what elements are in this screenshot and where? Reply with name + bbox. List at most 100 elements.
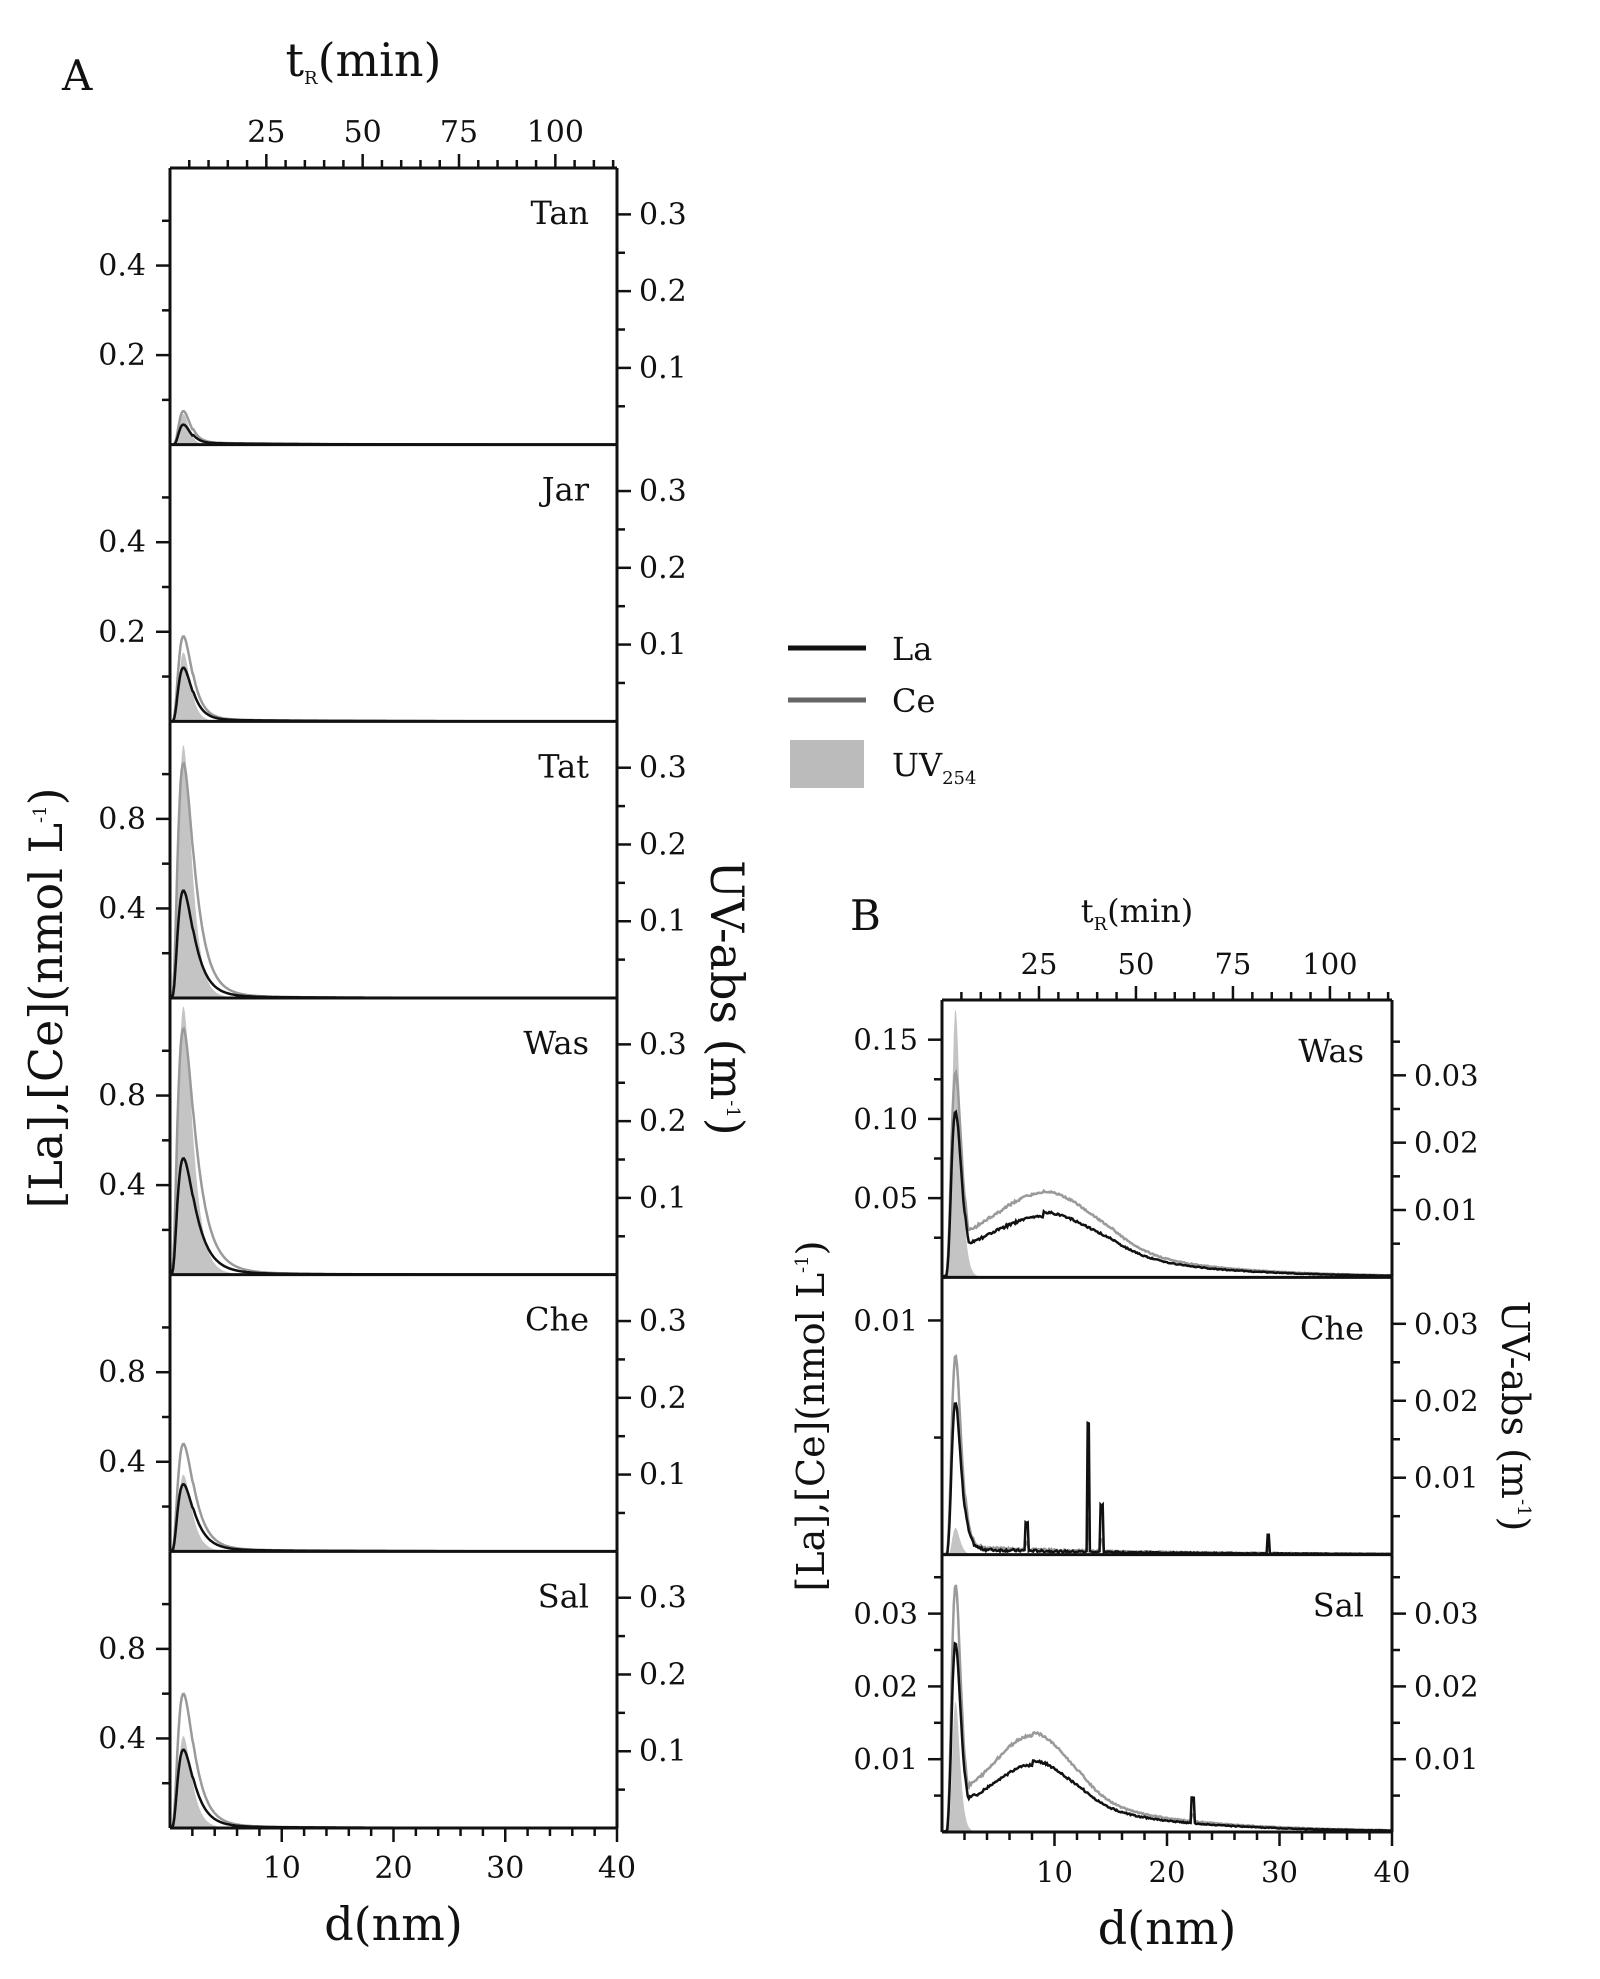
a-right-tick-label: 0.3 bbox=[639, 197, 687, 232]
panel-a: A 25 50 75 100tR(min)0.20.40.10.20.3Tan0.20… bbox=[19, 33, 754, 1951]
a-uv254-area-che bbox=[170, 1474, 617, 1552]
a-right-tick-label: 0.3 bbox=[639, 1304, 687, 1339]
a-left-tick-label: 0.4 bbox=[98, 525, 146, 560]
a-bottom-tick-label: 30 bbox=[486, 1851, 524, 1886]
a-uv254-area-tan bbox=[170, 414, 617, 445]
a-bottom-tick-label: 20 bbox=[374, 1851, 412, 1886]
b-left-tick-label: 0.05 bbox=[853, 1181, 918, 1215]
a-right-tick-label: 0.1 bbox=[639, 628, 687, 663]
b-right-tick-label: 0.02 bbox=[1414, 1126, 1479, 1160]
b-right-tick-label: 0.01 bbox=[1414, 1461, 1479, 1495]
b-ce-line-was bbox=[941, 1068, 1393, 1279]
a-subplot-sal: 0.4 0.8 0.1 0.2 0.3 Sal bbox=[98, 1551, 687, 1830]
b-bottom-tick-label: 30 bbox=[1261, 1855, 1298, 1889]
legend: La Ce UV254 bbox=[788, 630, 976, 789]
a-left-tick-label: 0.8 bbox=[98, 802, 146, 837]
a-left-tick-label: 0.2 bbox=[98, 615, 146, 650]
a-right-tick-label: 0.2 bbox=[639, 1381, 687, 1416]
b-la-line-sal bbox=[942, 1641, 1393, 1834]
b-site-label-was: Was bbox=[1298, 1032, 1364, 1070]
panel-b-letter: B bbox=[850, 891, 881, 940]
a-ce-line-jar bbox=[170, 634, 617, 723]
a-left-tick-label: 0.4 bbox=[98, 891, 146, 926]
legend-item-uv: UV254 bbox=[790, 740, 976, 789]
b-right-tick-label: 0.03 bbox=[1414, 1307, 1479, 1341]
b-left-tick-label: 0.03 bbox=[853, 1597, 918, 1631]
a-left-tick-label: 0.8 bbox=[98, 1632, 146, 1667]
a-left-tick-label: 0.4 bbox=[98, 1721, 146, 1756]
a-la-line-jar bbox=[170, 666, 617, 723]
b-la-line-che bbox=[942, 1402, 1393, 1556]
a-uv254-area-jar bbox=[170, 652, 617, 722]
legend-label: La bbox=[892, 630, 932, 668]
b-left-tick-label: 0.01 bbox=[853, 1303, 918, 1337]
legend-swatch bbox=[790, 740, 864, 788]
b-right-tick-label: 0.01 bbox=[1414, 1193, 1479, 1227]
legend-item-ce: Ce bbox=[788, 682, 935, 720]
b-top-tick-label: 75 bbox=[1214, 947, 1251, 981]
b-right-tick-label: 0.02 bbox=[1414, 1384, 1479, 1418]
b-site-label-sal: Sal bbox=[1313, 1587, 1364, 1625]
b-x-axis-title: d(nm) bbox=[1098, 1901, 1237, 1955]
a-ce-line-tat bbox=[170, 761, 617, 1000]
panel-b: B 25 50 75 100tR(min)0.050.100.150.010.020.… bbox=[789, 891, 1537, 1955]
a-left-tick-label: 0.4 bbox=[98, 1445, 146, 1480]
a-right-tick-label: 0.2 bbox=[639, 274, 687, 309]
a-top-tick-label: 50 bbox=[344, 115, 382, 150]
a-subplot-jar: 0.2 0.4 0.1 0.2 0.3 Jar bbox=[98, 444, 687, 723]
a-bottom-tick-label: 10 bbox=[263, 1851, 301, 1886]
b-site-label-che: Che bbox=[1300, 1309, 1364, 1347]
a-right-axis-title: UV-abs (m-1) bbox=[700, 860, 754, 1135]
b-subplot-sal: 0.01 0.02 0.03 0.01 0.02 0.03 Sal bbox=[853, 1554, 1479, 1834]
a-left-tick-label: 0.8 bbox=[98, 1079, 146, 1114]
b-left-tick-label: 0.10 bbox=[853, 1102, 918, 1136]
a-site-label-che: Che bbox=[525, 1301, 589, 1339]
a-right-tick-label: 0.2 bbox=[639, 1104, 687, 1139]
b-right-tick-label: 0.02 bbox=[1414, 1669, 1479, 1703]
b-left-tick-label: 0.15 bbox=[853, 1023, 918, 1057]
b-left-tick-label: 0.01 bbox=[853, 1742, 918, 1776]
b-left-axis-title: [La],[Ce](nmol L-1) bbox=[789, 1241, 833, 1592]
a-subplot-tan: 0.2 0.4 0.1 0.2 0.3 Tan bbox=[98, 168, 687, 447]
a-left-tick-label: 0.4 bbox=[98, 1168, 146, 1203]
a-right-tick-label: 0.1 bbox=[639, 1458, 687, 1493]
legend-label: UV254 bbox=[892, 746, 976, 789]
a-right-tick-label: 0.3 bbox=[639, 474, 687, 509]
a-la-line-tat bbox=[170, 889, 617, 1000]
a-ce-line-che bbox=[170, 1442, 617, 1553]
a-right-tick-label: 0.2 bbox=[639, 1657, 687, 1692]
a-subplot-tat: 0.4 0.8 0.1 0.2 0.3 Tat bbox=[98, 721, 687, 1000]
b-bottom-tick-label: 10 bbox=[1036, 1855, 1073, 1889]
a-subplot-che: 0.4 0.8 0.1 0.2 0.3 Che bbox=[98, 1274, 687, 1553]
b-top-tick-label: 50 bbox=[1118, 947, 1155, 981]
a-right-tick-label: 0.3 bbox=[639, 1581, 687, 1616]
panel-a-letter: A bbox=[61, 51, 93, 100]
a-right-tick-label: 0.1 bbox=[639, 904, 687, 939]
b-right-tick-label: 0.01 bbox=[1414, 1742, 1479, 1776]
a-site-label-tat: Tat bbox=[538, 747, 589, 785]
b-right-tick-label: 0.03 bbox=[1414, 1058, 1479, 1092]
a-right-tick-label: 0.1 bbox=[639, 1734, 687, 1769]
b-subplot-che: 0.01 0.01 0.02 0.03 Che bbox=[853, 1277, 1479, 1557]
a-right-tick-label: 0.2 bbox=[639, 551, 687, 586]
a-site-label-tan: Tan bbox=[530, 194, 589, 232]
b-top-axis-title: tR(min) bbox=[1081, 892, 1194, 935]
a-site-label-was: Was bbox=[523, 1024, 589, 1062]
a-la-line-che bbox=[170, 1482, 617, 1553]
a-left-tick-label: 0.8 bbox=[98, 1355, 146, 1390]
a-right-tick-label: 0.1 bbox=[639, 351, 687, 386]
a-top-tick-label: 25 bbox=[247, 115, 285, 150]
a-site-label-jar: Jar bbox=[539, 471, 590, 509]
a-ce-line-sal bbox=[170, 1692, 617, 1830]
a-right-tick-label: 0.2 bbox=[639, 827, 687, 862]
a-left-axis-title: [La],[Ce](nmol L-1) bbox=[19, 787, 73, 1208]
legend-label: Ce bbox=[892, 682, 935, 720]
a-left-tick-label: 0.4 bbox=[98, 249, 146, 284]
a-right-tick-label: 0.3 bbox=[639, 1027, 687, 1062]
a-ce-line-tan bbox=[170, 409, 617, 446]
b-right-axis-title: UV-abs (m-1) bbox=[1493, 1301, 1537, 1532]
a-top-tick-label: 75 bbox=[440, 115, 478, 150]
a-bottom-tick-label: 40 bbox=[598, 1851, 636, 1886]
a-uv254-area-sal bbox=[170, 1736, 617, 1828]
